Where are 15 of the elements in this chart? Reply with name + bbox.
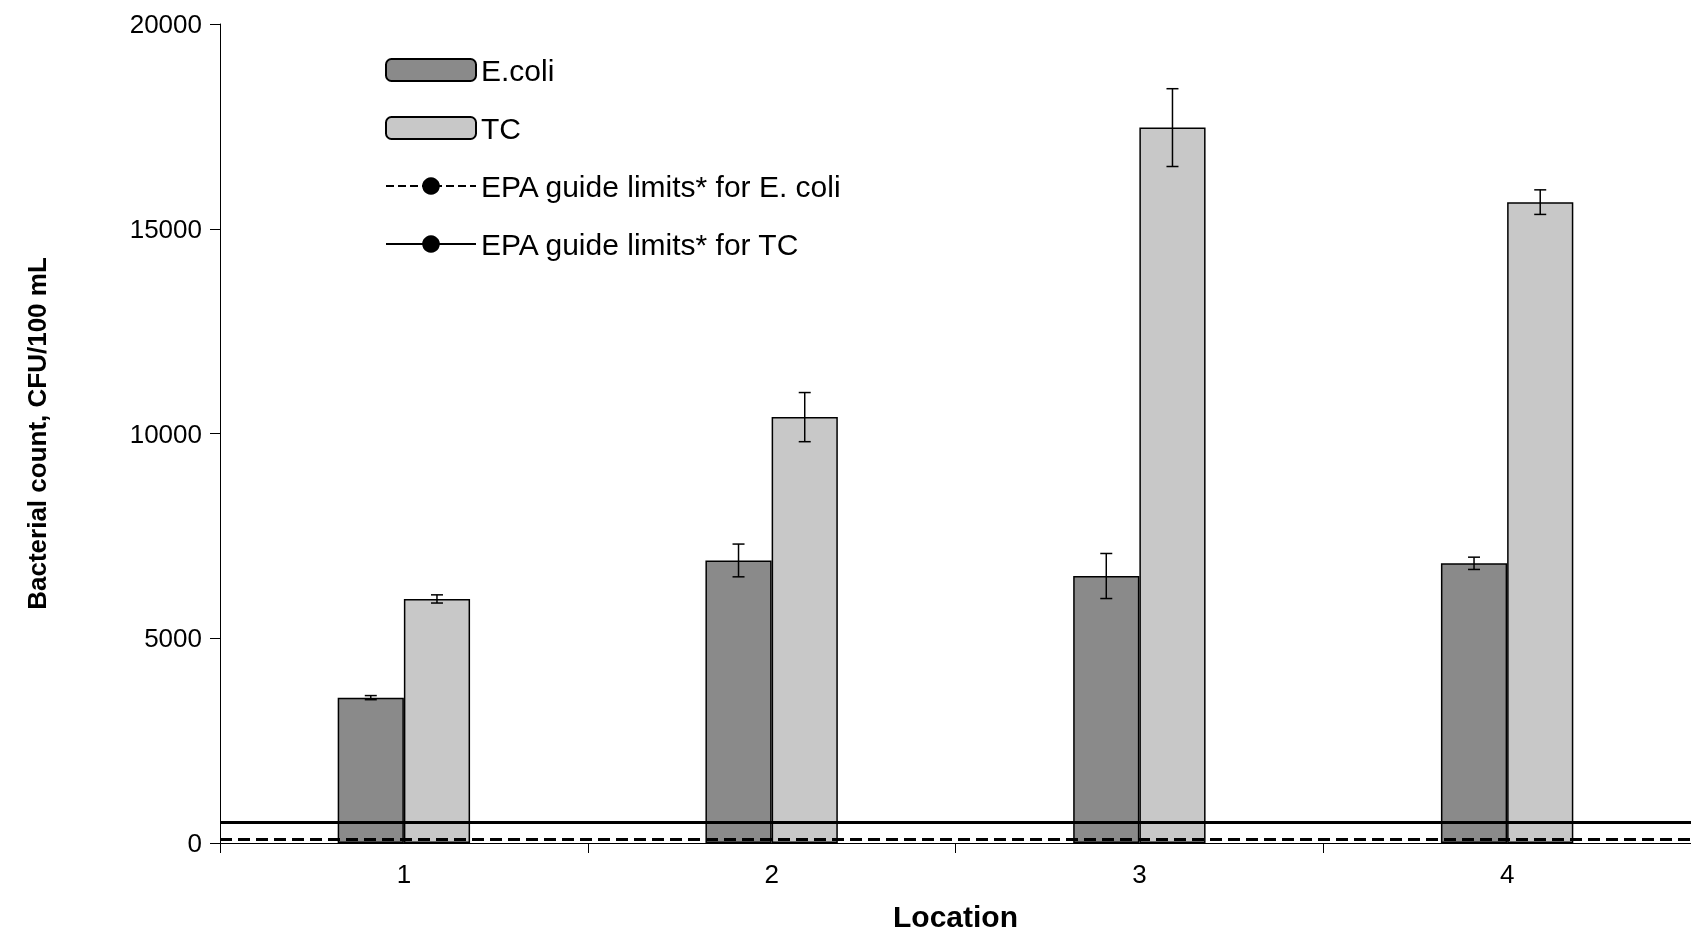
y-axis-title: Bacterial count, CFU/100 mL — [22, 257, 52, 610]
x-tick-label: 1 — [396, 859, 412, 889]
y-tick-label: 5000 — [144, 623, 202, 654]
x-tick-label: 2 — [764, 859, 779, 889]
y-tick-label: 20000 — [129, 9, 202, 39]
y-tick-label: 10000 — [129, 418, 202, 449]
y-tick-label: 15000 — [129, 213, 202, 244]
x-tick-label: 3 — [1132, 859, 1147, 889]
y-tick-label: 0 — [187, 828, 202, 858]
x-tick-label: 4 — [1499, 859, 1515, 889]
legend-label: E.coli — [481, 53, 555, 87]
legend-label: EPA guide limits* for TC — [481, 227, 799, 261]
legend-label: EPA guide limits* for E. coli — [481, 169, 841, 203]
legend-label: TC — [481, 111, 521, 145]
x-axis-title: Location — [893, 899, 1018, 933]
